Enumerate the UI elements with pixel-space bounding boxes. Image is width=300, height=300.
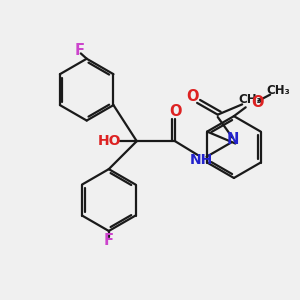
Text: N: N	[227, 132, 239, 147]
Text: F: F	[104, 233, 114, 248]
Text: NH: NH	[190, 153, 213, 167]
Text: O: O	[169, 103, 181, 118]
Text: CH₃: CH₃	[266, 84, 290, 97]
Text: CH₃: CH₃	[238, 93, 262, 106]
Text: F: F	[74, 43, 84, 58]
Text: HO: HO	[98, 134, 121, 148]
Text: O: O	[251, 94, 264, 110]
Text: O: O	[186, 88, 199, 104]
